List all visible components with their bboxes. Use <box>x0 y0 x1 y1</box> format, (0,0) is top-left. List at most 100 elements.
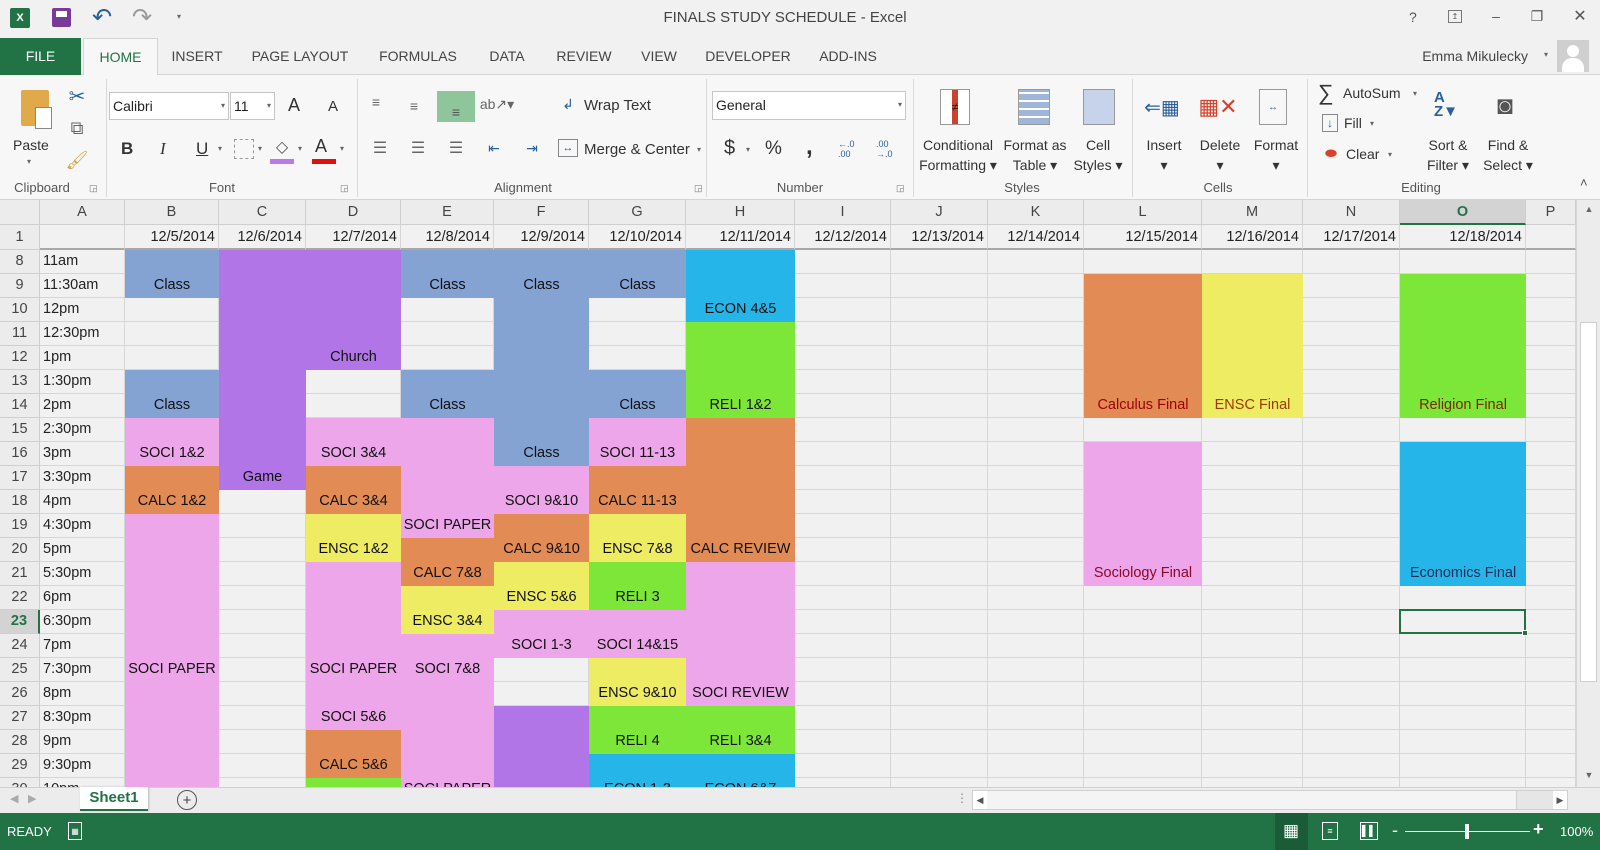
schedule-block[interactable] <box>401 778 494 787</box>
row-header-8[interactable]: 8 <box>0 250 40 274</box>
column-header-b[interactable]: B <box>125 200 219 225</box>
schedule-block[interactable] <box>219 250 306 490</box>
cell-m16[interactable] <box>1202 442 1303 466</box>
cell-i28[interactable] <box>795 730 891 754</box>
column-header-l[interactable]: L <box>1084 200 1202 225</box>
cell-o15[interactable] <box>1400 418 1526 442</box>
date-header-n[interactable]: 12/17/2014 <box>1303 225 1400 250</box>
schedule-block[interactable] <box>1400 442 1526 586</box>
cell-o24[interactable] <box>1400 634 1526 658</box>
align-center-icon[interactable]: ☰ <box>410 140 426 157</box>
format-cells-button[interactable]: Format ▾ <box>1253 137 1299 173</box>
schedule-block[interactable] <box>125 250 219 298</box>
row-header-22[interactable]: 22 <box>0 586 40 610</box>
cell-o26[interactable] <box>1400 682 1526 706</box>
zoom-slider[interactable] <box>1405 824 1530 839</box>
cell-m24[interactable] <box>1202 634 1303 658</box>
schedule-block[interactable] <box>686 418 795 562</box>
cell-l28[interactable] <box>1084 730 1202 754</box>
cell-m29[interactable] <box>1202 754 1303 778</box>
fill-color-dropdown-icon[interactable]: ▾ <box>298 144 303 153</box>
row-header-12[interactable]: 12 <box>0 346 40 370</box>
cell-m23[interactable] <box>1202 610 1303 634</box>
time-label[interactable]: 2pm <box>40 394 125 418</box>
cell-p18[interactable] <box>1526 490 1576 514</box>
row-header-16[interactable]: 16 <box>0 442 40 466</box>
cell-m28[interactable] <box>1202 730 1303 754</box>
cell-f26[interactable] <box>494 682 589 706</box>
schedule-block[interactable] <box>1400 274 1526 418</box>
schedule-block[interactable] <box>589 610 686 658</box>
new-sheet-icon[interactable]: + <box>177 790 197 810</box>
sheet-scroll-left-icon[interactable]: ◀ <box>10 793 19 805</box>
cell-i15[interactable] <box>795 418 891 442</box>
cell-j8[interactable] <box>891 250 988 274</box>
column-header-o[interactable]: O <box>1400 200 1526 225</box>
row-header-13[interactable]: 13 <box>0 370 40 394</box>
currency-button[interactable]: $ <box>724 137 736 159</box>
schedule-block[interactable] <box>494 514 589 562</box>
user-avatar[interactable] <box>1557 40 1589 72</box>
cell-l8[interactable] <box>1084 250 1202 274</box>
schedule-block[interactable] <box>401 250 494 298</box>
decrease-decimal-button[interactable]: .00 →.0 <box>876 139 893 159</box>
cell-j20[interactable] <box>891 538 988 562</box>
schedule-block[interactable] <box>125 370 219 418</box>
cell-c22[interactable] <box>219 586 306 610</box>
cell-l25[interactable] <box>1084 658 1202 682</box>
cell-c30[interactable] <box>219 778 306 787</box>
time-label[interactable]: 2:30pm <box>40 418 125 442</box>
schedule-block[interactable] <box>494 562 589 610</box>
schedule-block[interactable] <box>125 514 219 787</box>
schedule-block[interactable] <box>589 466 686 514</box>
date-header-l[interactable]: 12/15/2014 <box>1084 225 1202 250</box>
find-select-button[interactable]: Find & Select ▾ <box>1483 137 1533 173</box>
format-as-table-icon[interactable] <box>1018 89 1050 125</box>
row-header-20[interactable]: 20 <box>0 538 40 562</box>
cell-a1[interactable] <box>40 225 125 250</box>
cell-j15[interactable] <box>891 418 988 442</box>
page-break-preview-icon[interactable]: ▌▌ <box>1360 822 1378 840</box>
column-header-p[interactable]: P <box>1526 200 1576 225</box>
schedule-block[interactable] <box>686 250 795 322</box>
cell-e10[interactable] <box>401 298 494 322</box>
time-label[interactable]: 11am <box>40 250 125 274</box>
schedule-block[interactable] <box>401 586 494 634</box>
row-header-19[interactable]: 19 <box>0 514 40 538</box>
cell-m27[interactable] <box>1202 706 1303 730</box>
cell-j25[interactable] <box>891 658 988 682</box>
cell-n19[interactable] <box>1303 514 1400 538</box>
font-size-combo[interactable]: 11 ▾ <box>230 92 275 120</box>
undo-icon[interactable]: ↶ <box>91 3 113 31</box>
cell-n17[interactable] <box>1303 466 1400 490</box>
schedule-block[interactable] <box>1084 274 1202 418</box>
cell-i29[interactable] <box>795 754 891 778</box>
cell-m25[interactable] <box>1202 658 1303 682</box>
cell-p15[interactable] <box>1526 418 1576 442</box>
tab-page-layout[interactable]: PAGE LAYOUT <box>251 48 349 64</box>
date-header-c[interactable]: 12/6/2014 <box>219 225 306 250</box>
cell-p28[interactable] <box>1526 730 1576 754</box>
cell-p13[interactable] <box>1526 370 1576 394</box>
cell-l15[interactable] <box>1084 418 1202 442</box>
cell-j29[interactable] <box>891 754 988 778</box>
cell-k27[interactable] <box>988 706 1084 730</box>
cell-p9[interactable] <box>1526 274 1576 298</box>
cell-m8[interactable] <box>1202 250 1303 274</box>
cell-j18[interactable] <box>891 490 988 514</box>
cell-k23[interactable] <box>988 610 1084 634</box>
schedule-block[interactable] <box>401 538 494 586</box>
cell-j11[interactable] <box>891 322 988 346</box>
schedule-block[interactable] <box>1202 274 1303 418</box>
insert-cells-button[interactable]: Insert ▾ <box>1146 137 1182 173</box>
zoom-level[interactable]: 100% <box>1560 824 1594 839</box>
cell-j30[interactable] <box>891 778 988 787</box>
increase-indent-icon[interactable]: ⇥ <box>526 139 538 156</box>
time-label[interactable]: 1:30pm <box>40 370 125 394</box>
page-layout-view-icon[interactable]: ≡ <box>1322 822 1338 840</box>
row-header-23[interactable]: 23 <box>0 610 40 634</box>
row-header-28[interactable]: 28 <box>0 730 40 754</box>
cell-j9[interactable] <box>891 274 988 298</box>
cell-c19[interactable] <box>219 514 306 538</box>
cell-k24[interactable] <box>988 634 1084 658</box>
